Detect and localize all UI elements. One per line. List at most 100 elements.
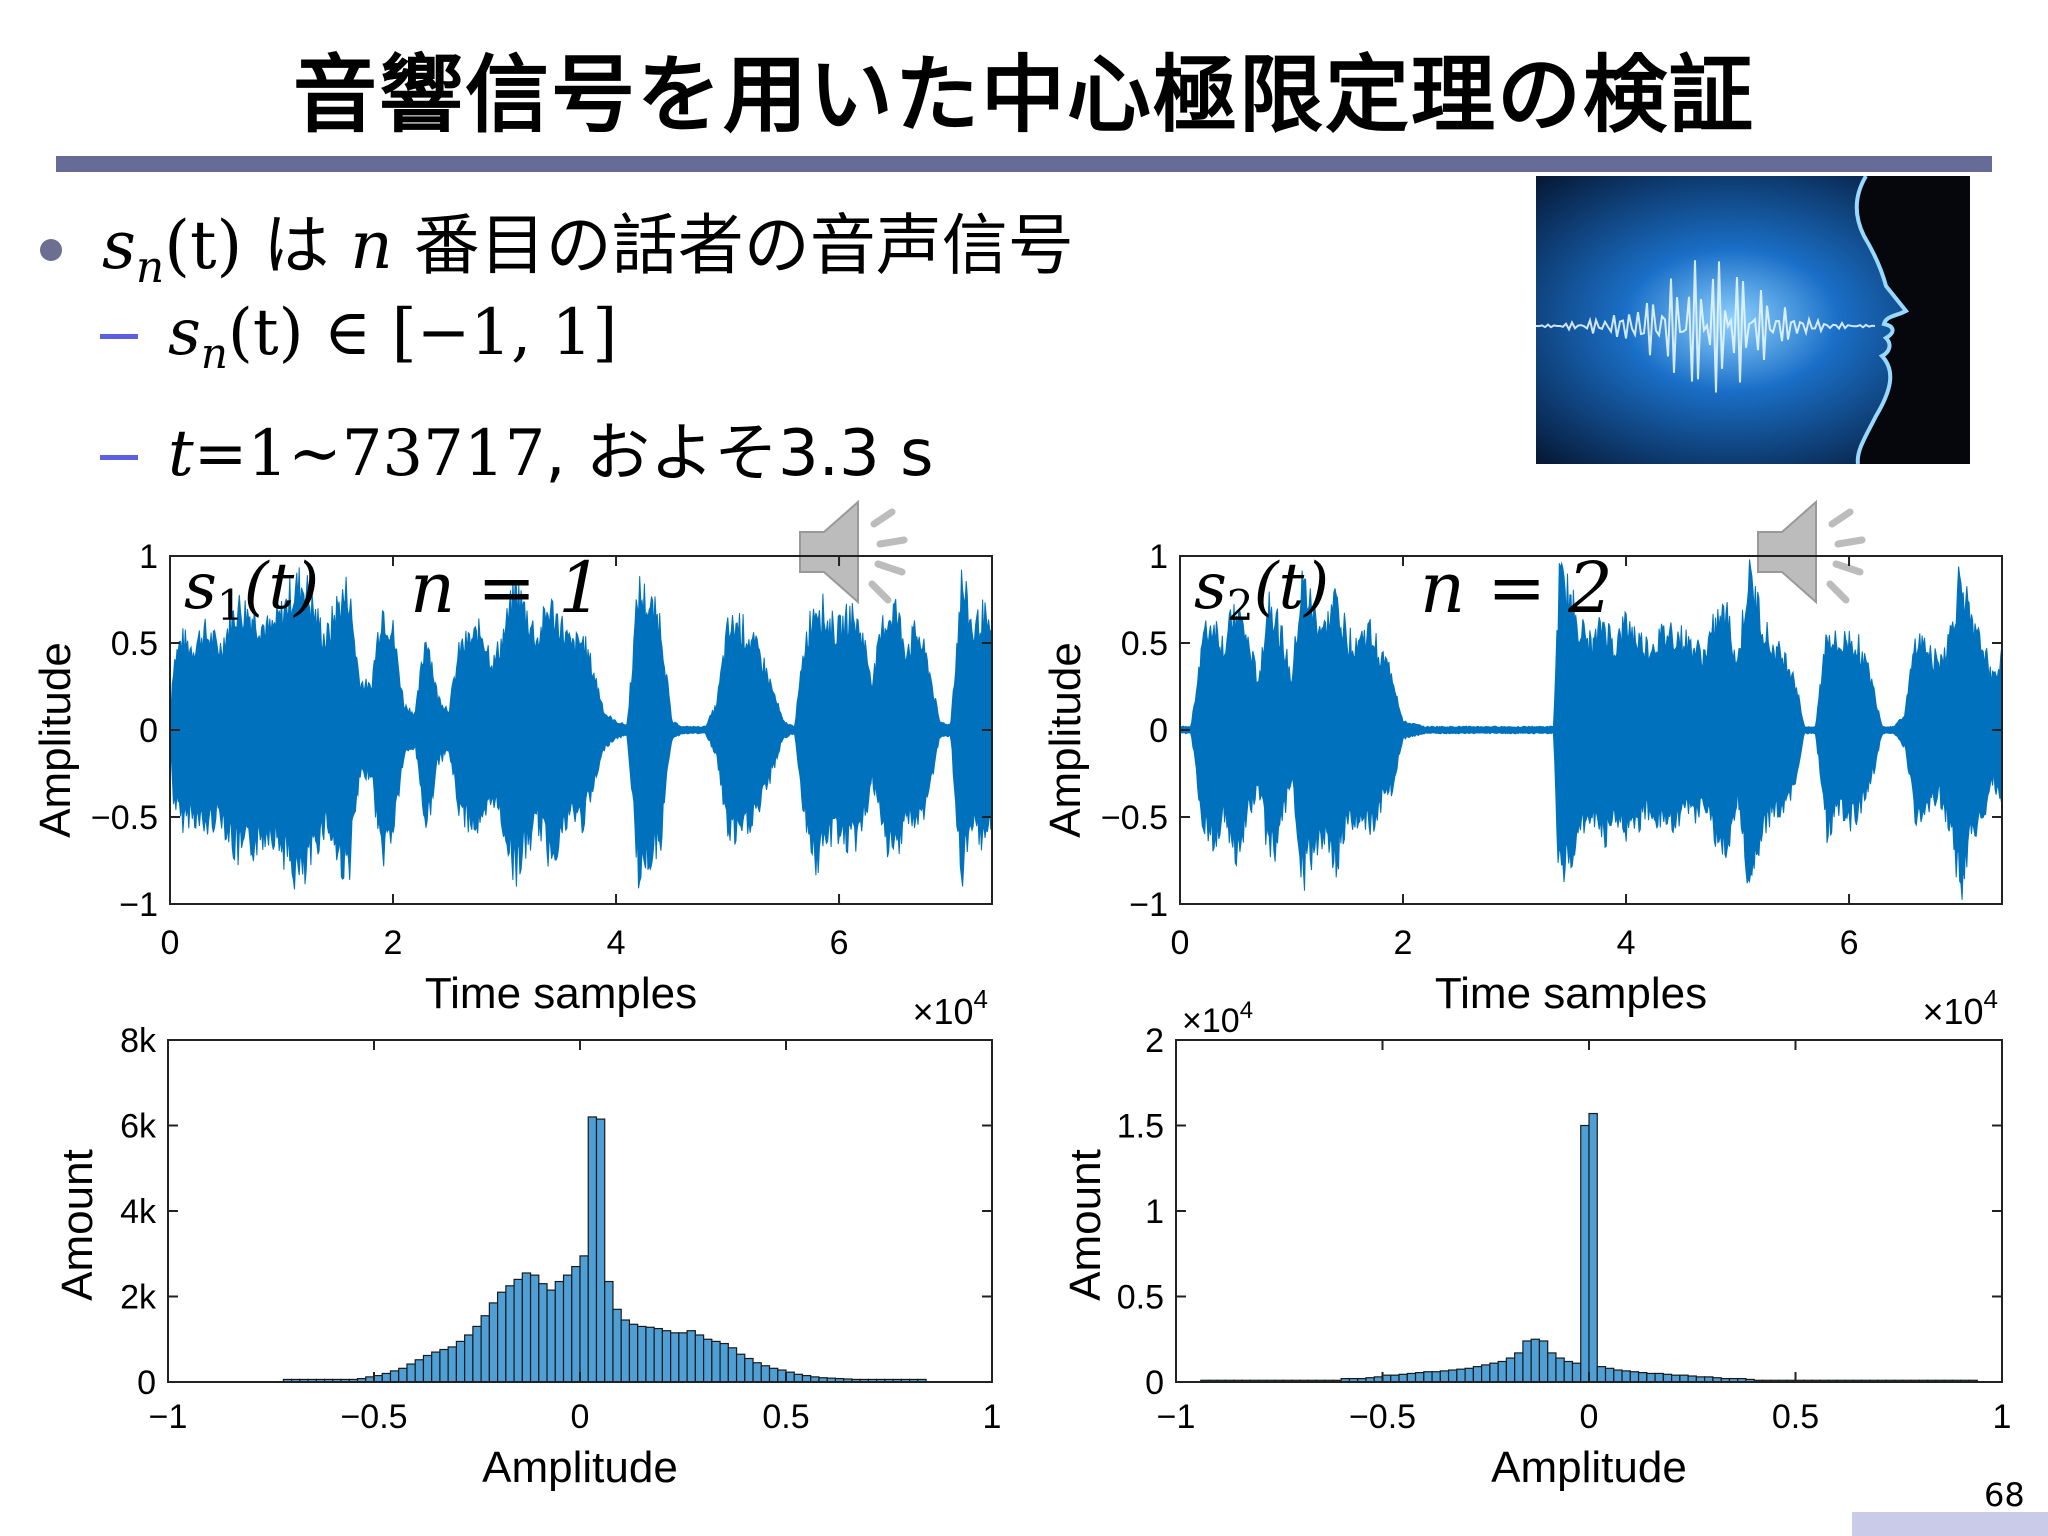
series-label-sub: 1	[217, 581, 244, 630]
bullet-3-text: , およそ3.3 s	[545, 417, 934, 491]
histogram-bar	[1406, 1372, 1417, 1383]
histogram-bar	[1637, 1371, 1648, 1383]
sub-bullet-dash	[100, 454, 138, 460]
histogram-bar	[538, 1283, 548, 1383]
histogram-bar	[1596, 1366, 1607, 1383]
page-title: 音響信号を用いた中心極限定理の検証	[292, 46, 1755, 144]
histogram-bar	[472, 1325, 482, 1383]
bullet-1-text: は	[263, 207, 330, 284]
y-tick-label: 0	[1149, 712, 1168, 750]
x-tick-label: 4	[1617, 924, 1636, 962]
histogram-bar	[1489, 1362, 1499, 1383]
series-label-symbol: s	[1194, 550, 1227, 624]
histogram-bar	[1571, 1362, 1582, 1383]
y-multiplier-exp: 4	[1240, 997, 1253, 1024]
histogram-bar	[1431, 1371, 1441, 1383]
x-tick-label: 4	[607, 924, 626, 962]
series-label: s2(t)	[1194, 550, 1329, 630]
histogram-bar	[1613, 1369, 1623, 1383]
y-tick-label: 0.5	[1121, 625, 1168, 663]
x-multiplier-exp: 4	[1984, 984, 1998, 1014]
histogram-bar	[645, 1326, 655, 1383]
y-axis-label: Amplitude	[31, 642, 80, 838]
histogram-bar	[752, 1362, 762, 1383]
x-axis-label: Time samples	[1435, 969, 1707, 1018]
bullet-3: t=1∼73717, およそ3.3 s	[100, 402, 933, 494]
histogram-bar	[398, 1367, 408, 1383]
bullet-1-math: s	[102, 207, 136, 284]
histogram-bar	[620, 1319, 631, 1383]
histogram-bar	[1670, 1374, 1681, 1383]
histogram-bar	[744, 1357, 754, 1383]
y-multiplier-base: ×10	[1182, 1002, 1240, 1040]
y-tick-label: −1	[119, 886, 158, 924]
histogram-bar	[389, 1370, 400, 1383]
voice-waveform-image	[1536, 176, 1970, 464]
x-tick-label: 0.5	[762, 1398, 809, 1436]
x-tick-label: −0.5	[1349, 1398, 1416, 1436]
series-n-label: n = 2	[1420, 547, 1613, 629]
histogram-bar	[439, 1348, 449, 1383]
x-multiplier-exp: 4	[974, 984, 988, 1014]
y-tick-label: 1	[1149, 538, 1168, 576]
histogram-bar	[1538, 1340, 1549, 1383]
histogram-bar	[1555, 1357, 1565, 1383]
histogram-bar	[480, 1315, 490, 1383]
x-tick-label: 1	[1993, 1398, 2012, 1436]
series-label-sub: 2	[1227, 581, 1254, 630]
y-tick-label: 1	[1145, 1193, 1164, 1231]
bullet-3-range: =1∼73717	[193, 417, 546, 491]
histogram-bar	[1621, 1370, 1631, 1383]
histogram-bar	[612, 1308, 622, 1383]
histogram-bar	[653, 1327, 663, 1383]
histogram-bar	[1390, 1374, 1400, 1383]
histogram-bar	[464, 1334, 474, 1383]
histogram-bar	[529, 1274, 540, 1383]
x-tick-label: 1	[983, 1398, 1002, 1436]
histogram-bar	[768, 1367, 779, 1383]
series-label-arg: (t)	[1254, 550, 1330, 624]
histogram-bar	[793, 1373, 804, 1383]
histogram-bar	[595, 1118, 606, 1383]
histogram-bar	[604, 1280, 614, 1383]
histogram-bar	[1481, 1364, 1491, 1383]
histogram-bar	[670, 1332, 680, 1383]
x-tick-label: −0.5	[340, 1398, 407, 1436]
histogram-bar	[1547, 1352, 1557, 1383]
x-tick-label: 2	[1394, 924, 1413, 962]
histogram-bar	[1456, 1368, 1466, 1383]
x-multiplier-base: ×10	[1922, 991, 1983, 1032]
histogram-bar	[1414, 1371, 1425, 1383]
x-multiplier: ×104	[1922, 984, 1998, 1032]
speaker-icon[interactable]	[1750, 492, 1880, 612]
x-tick-label: 0	[571, 1398, 590, 1436]
histogram-bar	[735, 1353, 746, 1383]
y-tick-label: −0.5	[91, 799, 158, 837]
histogram-bar	[513, 1278, 523, 1383]
histogram-bar	[1447, 1369, 1458, 1383]
y-multiplier: ×104	[1182, 997, 1253, 1040]
histogram-bar	[1604, 1367, 1615, 1383]
histogram-bar	[1580, 1124, 1590, 1383]
histogram-bar	[1381, 1374, 1392, 1383]
title-divider	[56, 156, 1992, 172]
series-label-symbol: s	[184, 550, 217, 624]
histogram-bar	[521, 1272, 532, 1383]
series-label-arg: (t)	[244, 550, 320, 624]
histogram-bar	[760, 1365, 771, 1383]
histogram-bar	[447, 1346, 458, 1383]
x-multiplier-base: ×10	[912, 991, 973, 1032]
y-axis-label: Amplitude	[1041, 642, 1090, 838]
y-tick-label: 4k	[120, 1193, 157, 1231]
histogram-bar	[497, 1291, 507, 1383]
x-tick-label: 2	[384, 924, 403, 962]
bullet-1-sub: n	[135, 242, 165, 294]
histogram-bar	[571, 1265, 581, 1383]
bullet-2: sn(t) ∈ [−1, 1]	[100, 296, 617, 378]
y-tick-label: −0.5	[1101, 799, 1168, 837]
bullet-1-var: n	[350, 207, 393, 284]
y-tick-label: 2	[1145, 1022, 1164, 1060]
speaker-icon[interactable]	[792, 492, 922, 612]
